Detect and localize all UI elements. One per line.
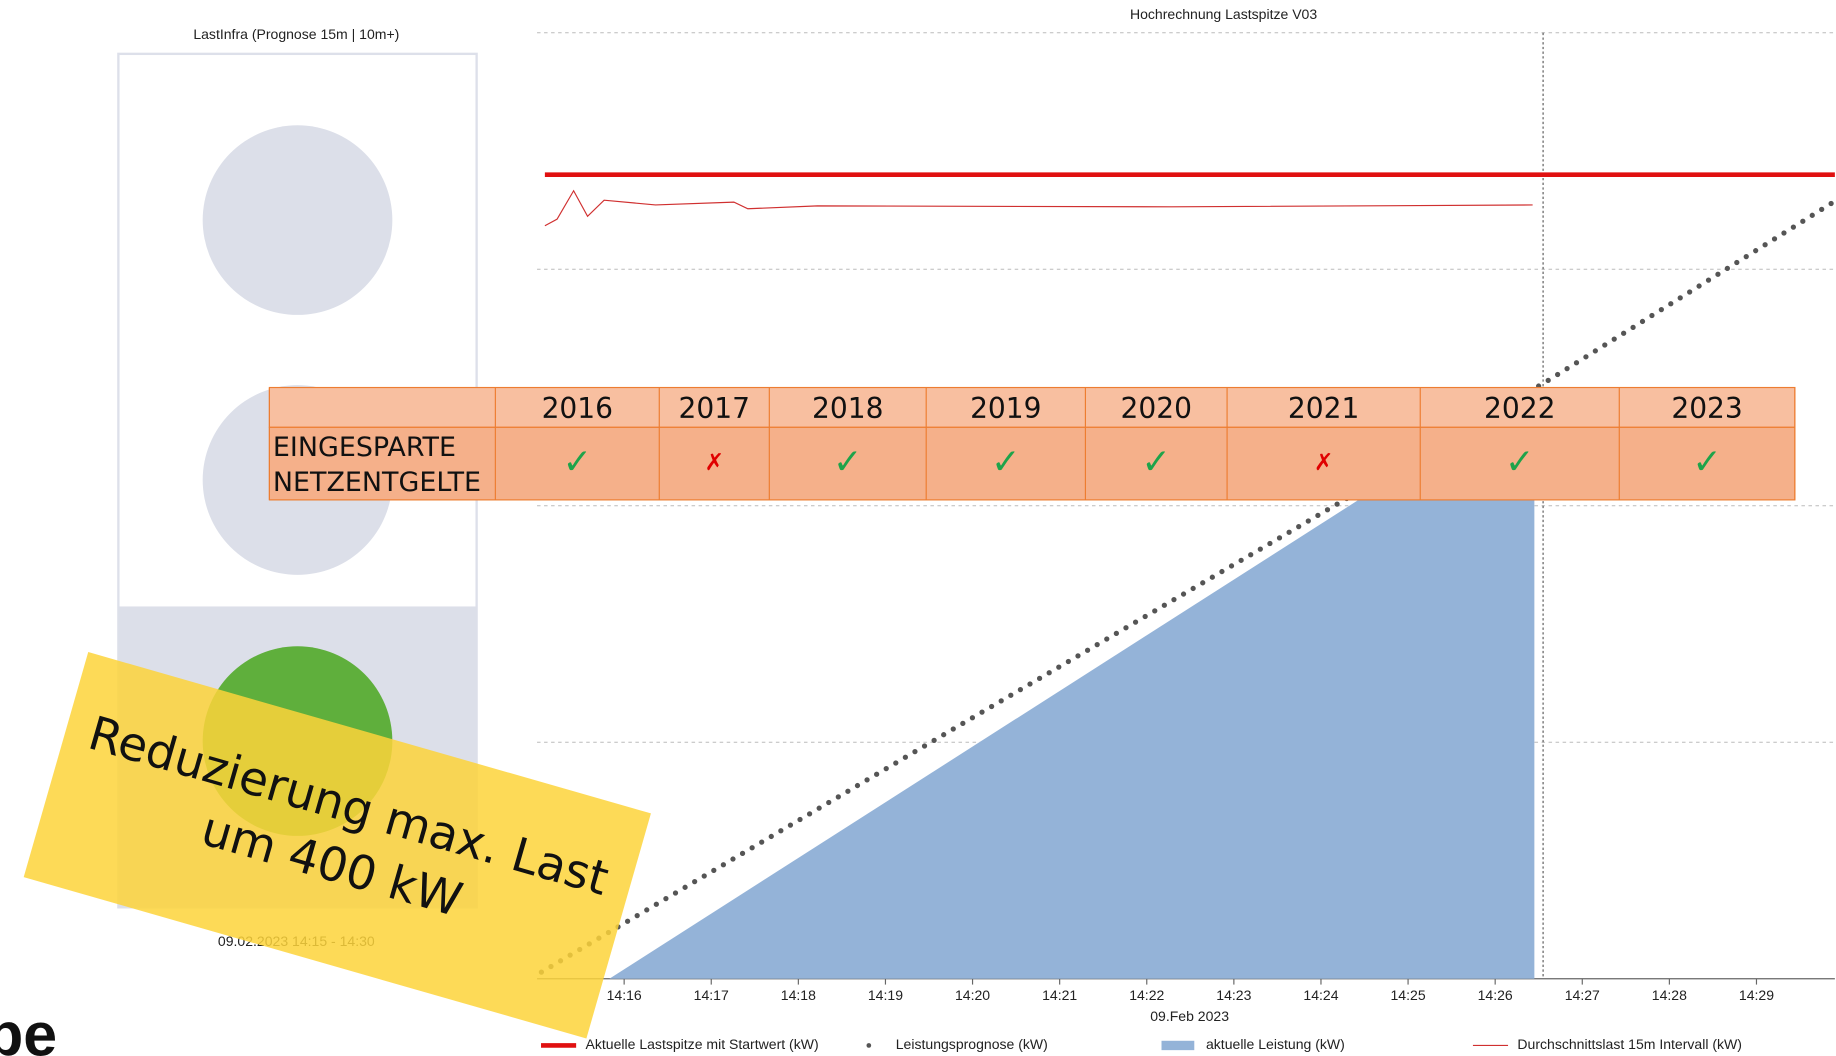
status: ✓ <box>1142 442 1171 483</box>
table-row <box>268 426 1796 501</box>
light <box>202 125 393 315</box>
year: 2021 <box>1288 392 1359 425</box>
status: ✓ <box>991 442 1020 483</box>
year: 2019 <box>970 392 1041 425</box>
x-tick-label: 14:27 <box>1565 987 1600 1003</box>
x-tick-label: 14:18 <box>781 987 816 1003</box>
x-tick-label: 14:20 <box>955 987 990 1003</box>
x-tick-label: 14:17 <box>694 987 729 1003</box>
year: 2016 <box>542 392 613 425</box>
year: 2023 <box>1671 392 1742 425</box>
area <box>609 387 1535 979</box>
logo: pe <box>0 1001 57 1056</box>
status: ✓ <box>563 442 592 483</box>
legend-label: Leistungsprognose (kW) <box>896 1036 1048 1052</box>
x-tick-label: 14:16 <box>607 987 642 1003</box>
legend-label: aktuelle Leistung (kW) <box>1206 1036 1345 1052</box>
panel-title: LastInfra (Prognose 15m | 10m+) <box>193 26 399 42</box>
status: ✓ <box>833 442 862 483</box>
status: ✓ <box>1505 442 1534 483</box>
legend-swatch <box>1161 1040 1195 1051</box>
x-tick-label: 14:29 <box>1739 987 1774 1003</box>
dotted-line <box>538 198 1836 975</box>
x-tick-label: 14:22 <box>1129 987 1164 1003</box>
x-tick-label: 14:19 <box>868 987 903 1003</box>
legend-swatch <box>866 1043 872 1048</box>
year: 2018 <box>812 392 883 425</box>
row-label: EINGESPARTE <box>273 432 456 463</box>
x-axis-label: 09.Feb 2023 <box>1150 1008 1229 1024</box>
x-tick-label: 14:24 <box>1303 987 1338 1003</box>
x-tick-label: 14:23 <box>1216 987 1251 1003</box>
status: ✓ <box>1692 442 1721 483</box>
legend-label: Durchschnittslast 15m Intervall (kW) <box>1517 1036 1742 1052</box>
year: 2020 <box>1121 392 1192 425</box>
x-tick-label: 14:25 <box>1391 987 1426 1003</box>
year: 2022 <box>1484 392 1555 425</box>
x-tick-label: 14:21 <box>1042 987 1077 1003</box>
status: ✗ <box>704 448 724 476</box>
note-bg <box>23 652 651 1039</box>
x-tick-label: 14:28 <box>1652 987 1687 1003</box>
year: 2017 <box>679 392 750 425</box>
chart-title: Hochrechnung Lastspitze V03 <box>1130 6 1317 22</box>
line <box>544 189 1533 227</box>
row-label: NETZENTGELTE <box>273 467 481 498</box>
status: ✗ <box>1314 448 1334 476</box>
table-header <box>268 386 1796 428</box>
legend-label: Aktuelle Lastspitze mit Startwert (kW) <box>586 1036 819 1052</box>
x-tick-label: 14:26 <box>1478 987 1513 1003</box>
